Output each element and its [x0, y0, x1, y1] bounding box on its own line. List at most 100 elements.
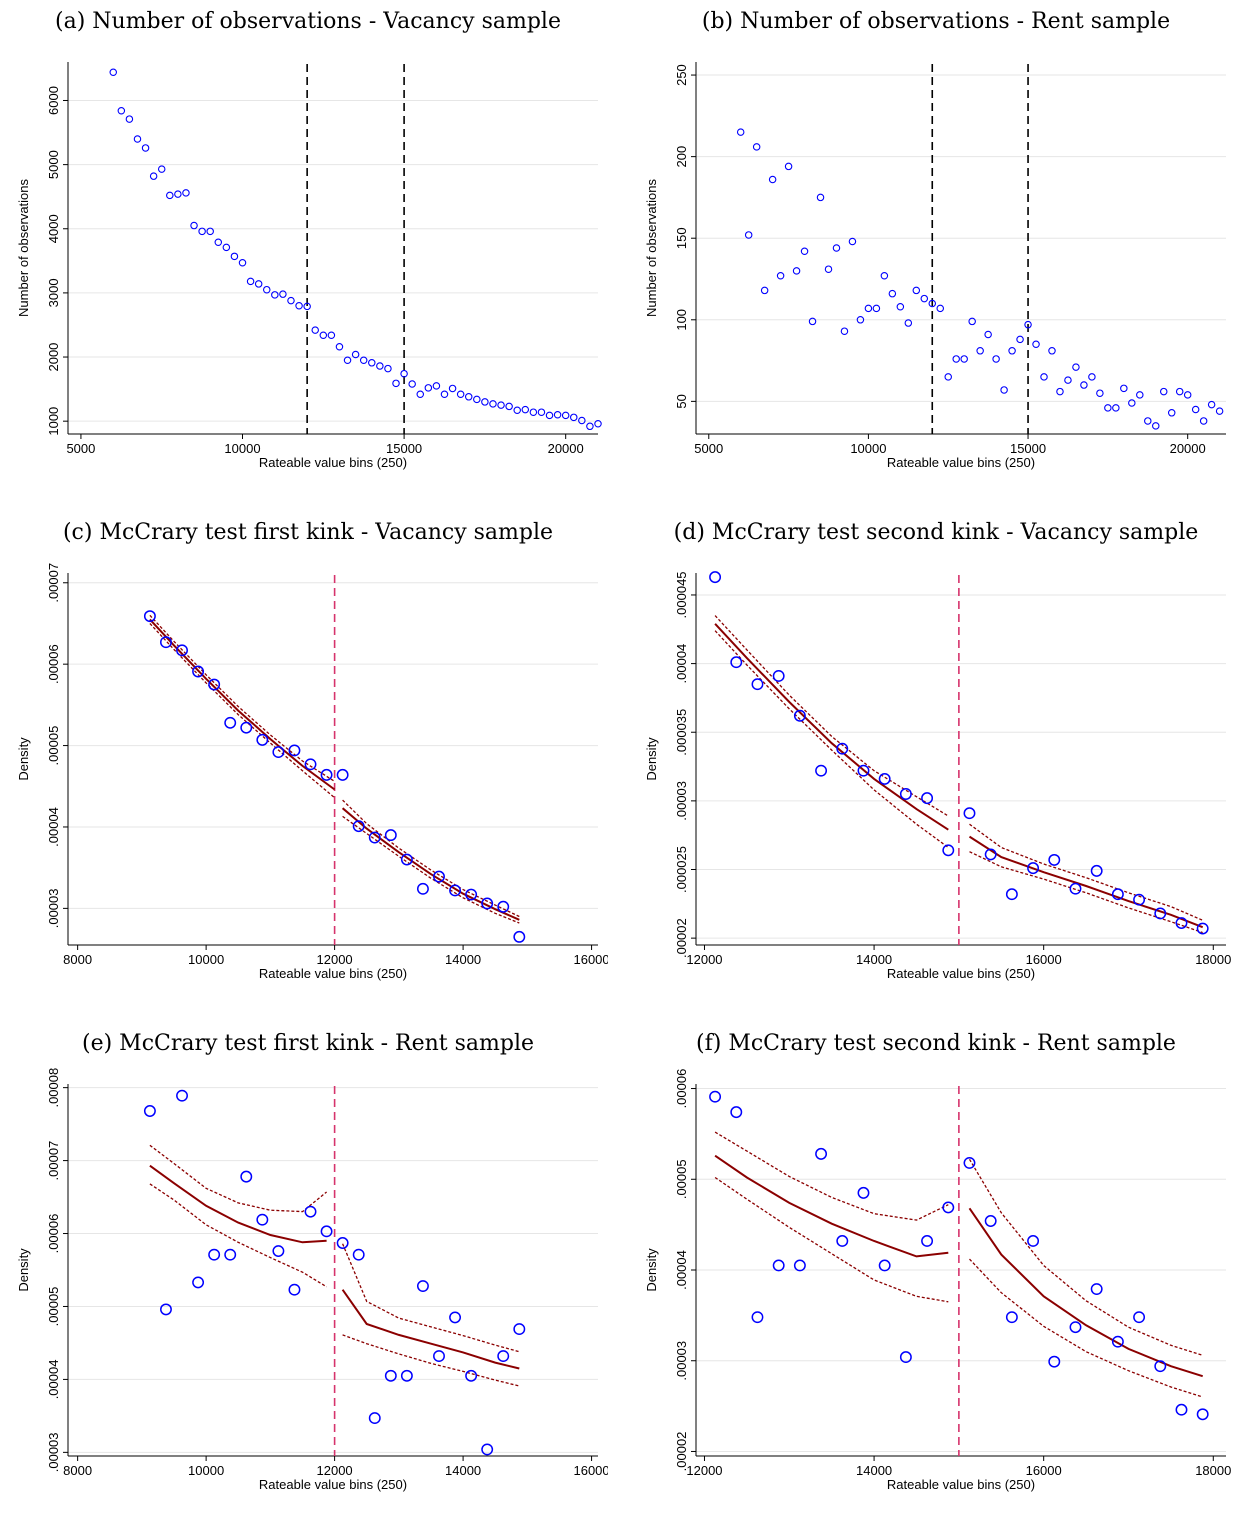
y-tick-label: .00002	[674, 918, 689, 958]
panel-title: (e) McCrary test first kink - Rent sampl…	[81, 1031, 534, 1056]
chart-a: 5000 10000 15000 20000 1000 2000 3000 4000 5000 6…	[16, 62, 602, 470]
data-point	[836, 1235, 849, 1247]
data-point	[327, 331, 336, 339]
data-point	[1196, 1408, 1209, 1421]
data-point	[857, 1186, 870, 1199]
data-point	[279, 290, 287, 298]
data-point	[335, 343, 344, 351]
data-point	[976, 347, 984, 355]
data-point	[359, 356, 368, 364]
data-point	[505, 402, 513, 411]
data-point	[1207, 400, 1216, 409]
data-point	[497, 1350, 510, 1363]
data-point	[594, 419, 602, 428]
data-point	[416, 882, 429, 895]
data-point	[448, 384, 457, 393]
x-axis-title: Rateable value bins (250)	[887, 455, 1035, 470]
data-point	[319, 331, 328, 339]
data-point	[857, 764, 870, 777]
data-point	[1152, 422, 1160, 430]
data-point	[880, 271, 889, 280]
data-point	[899, 1351, 912, 1364]
data-point	[384, 364, 392, 373]
ci-lower-line	[342, 815, 520, 924]
data-point	[440, 390, 449, 398]
data-point	[793, 1259, 806, 1272]
data-point	[856, 316, 865, 324]
data-point	[1154, 1360, 1167, 1373]
data-point	[808, 317, 817, 326]
data-point	[878, 772, 891, 785]
panel-title: (d) McCrary test second kink - Vacancy s…	[673, 520, 1199, 545]
y-tick-label: .00008	[46, 1068, 61, 1108]
fit-line	[968, 835, 1204, 929]
data-point	[1183, 391, 1192, 399]
data-point	[1111, 1335, 1124, 1348]
panel-e: (e) McCrary test first kink - Rent sampl…	[8, 1024, 608, 1514]
data-point	[992, 355, 1000, 363]
data-point	[117, 106, 126, 115]
x-tick-label: 14000	[445, 1463, 481, 1478]
data-point	[263, 285, 271, 294]
data-point	[214, 238, 223, 246]
data-point	[968, 317, 976, 326]
data-point	[888, 289, 897, 298]
data-point	[815, 1147, 828, 1160]
data-point	[751, 678, 764, 691]
data-point	[529, 408, 538, 416]
data-point	[984, 1215, 997, 1227]
data-point	[311, 326, 319, 334]
data-point	[176, 644, 188, 657]
data-point	[537, 408, 546, 416]
ci-lower-line	[969, 1258, 1203, 1398]
data-point	[1069, 1321, 1082, 1334]
data-point	[433, 870, 445, 883]
data-point	[864, 304, 873, 313]
data-point	[320, 1225, 333, 1238]
data-point	[776, 271, 785, 280]
data-point	[730, 656, 743, 669]
panel-d: (d) McCrary test second kink - Vacancy s…	[636, 513, 1236, 1003]
ci-lower-line	[149, 623, 336, 799]
data-point	[456, 390, 465, 398]
y-axis-title: Density	[16, 737, 31, 781]
data-point	[984, 330, 992, 339]
data-point	[1175, 387, 1184, 396]
data-point	[320, 768, 333, 781]
data-point	[271, 291, 279, 299]
data-point	[368, 831, 381, 844]
data-point	[1159, 387, 1168, 396]
data-point	[1032, 340, 1040, 349]
data-point	[1000, 386, 1008, 394]
data-point	[586, 422, 594, 431]
data-point	[432, 382, 441, 390]
data-point	[896, 302, 905, 311]
data-point	[400, 853, 413, 866]
data-point	[960, 355, 968, 363]
data-point	[984, 848, 997, 861]
panel-c: (c) McCrary test first kink - Vacancy sa…	[8, 513, 608, 1003]
chart-c: 8000 10000 12000 14000 16000 .00003 .00004 .000…	[16, 563, 608, 981]
y-axis-title: Number of observations	[644, 178, 659, 317]
data-point	[1040, 373, 1048, 381]
data-point	[336, 1237, 349, 1249]
data-point	[238, 259, 247, 267]
x-axis-title: Rateable value bins (250)	[259, 455, 407, 470]
panel-a: (a) Number of observations - Vacancy sam…	[8, 2, 608, 492]
data-point	[141, 144, 150, 152]
data-point	[192, 665, 205, 678]
data-point	[166, 191, 174, 200]
x-axis-title: Rateable value bins (250)	[887, 1477, 1035, 1492]
y-tick-label: .00007	[46, 1141, 61, 1181]
y-tick-label: .00004	[46, 807, 61, 847]
data-point	[449, 1311, 462, 1324]
x-tick-label: 15000	[386, 441, 422, 456]
data-point	[174, 190, 182, 198]
data-point	[921, 1235, 934, 1247]
y-tick-label: 2000	[46, 343, 61, 372]
data-point	[1167, 409, 1176, 417]
data-point	[303, 302, 311, 311]
data-point	[784, 162, 793, 171]
data-point	[513, 930, 526, 943]
data-point	[744, 231, 753, 239]
